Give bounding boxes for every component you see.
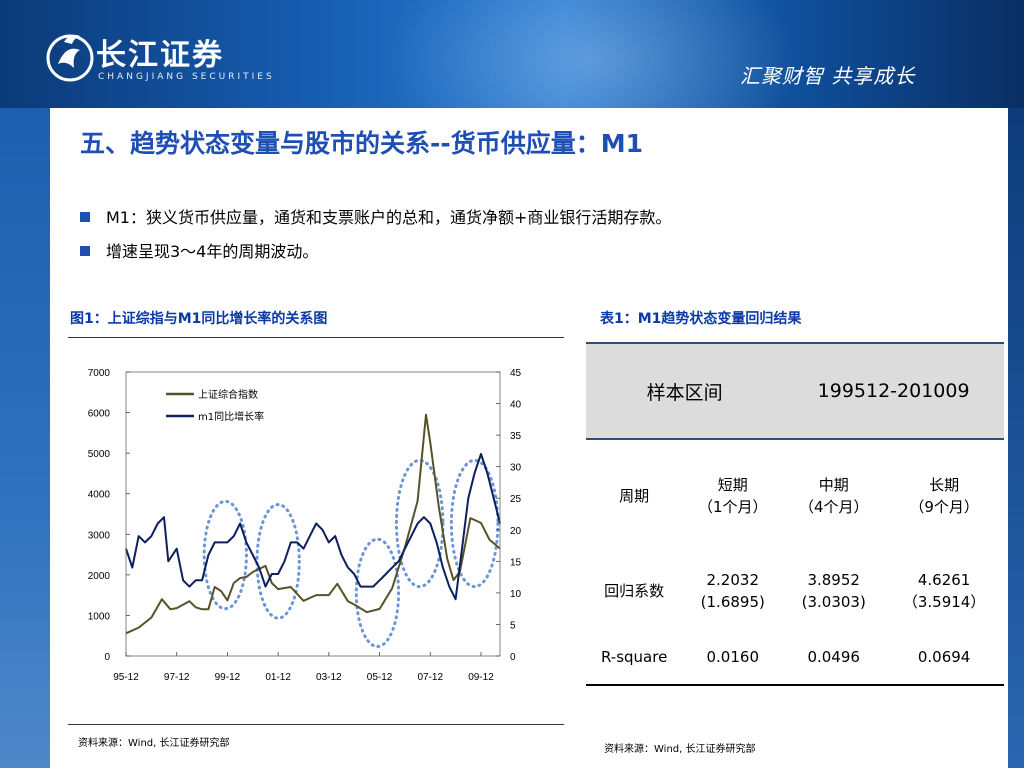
sample-period-value: 199512-201009 (783, 342, 1004, 440)
y-left-tick-label: 2000 (88, 571, 111, 582)
bullet-square-icon (80, 246, 90, 256)
x-tick-label: 97-12 (164, 672, 190, 683)
cycle-annotation-ellipse (202, 499, 248, 611)
y-right-tick-label: 5 (510, 620, 516, 631)
figure-caption: 图1：上证综指与M1同比增长率的关系图 (70, 311, 328, 327)
rsq-short: 0.0160 (682, 630, 784, 686)
rsq-mid: 0.0496 (783, 630, 885, 686)
chart-legend: 上证综合指数 m1同比增长率 (166, 388, 264, 423)
legend-label: m1同比增长率 (198, 410, 264, 423)
rsq-label: R-square (586, 630, 683, 686)
x-tick-label: 09-12 (468, 672, 494, 683)
figure-top-rule (68, 337, 564, 338)
x-tick-label: 05-12 (367, 672, 393, 683)
y-left-tick-label: 7000 (88, 368, 111, 379)
right-decor-strip (1008, 108, 1024, 768)
y-right-tick-label: 35 (510, 431, 522, 442)
cycle-annotation-ellipse (255, 503, 301, 620)
regression-table: 样本区间 199512-201009 周期 短期 （1个月） 中期 （4个月） 长期… (586, 342, 1004, 686)
table-row: 样本区间 199512-201009 (586, 342, 1004, 440)
x-tick-label: 03-12 (316, 672, 342, 683)
y-left-tick-label: 6000 (88, 409, 111, 420)
header-sheen (380, 0, 800, 108)
y-right-tick-label: 20 (510, 526, 522, 537)
bullet-item: 增速呈现3～4年的周期波动。 (80, 238, 318, 262)
y-left-tick-label: 3000 (88, 530, 111, 541)
chart-annotations (202, 458, 500, 649)
left-decor-strip (0, 108, 50, 768)
y-right-tick-label: 40 (510, 400, 522, 411)
bullet-text: M1：狭义货币供应量，通货和支票账户的总和，通货净额+商业银行活期存款。 (106, 208, 672, 227)
y-left-tick-label: 4000 (88, 490, 111, 501)
bullet-item: M1：狭义货币供应量，通货和支票账户的总和，通货净额+商业银行活期存款。 (80, 204, 671, 228)
y-right-tick-label: 30 (510, 463, 522, 474)
bullet-text: 增速呈现3～4年的周期波动。 (106, 242, 319, 261)
y-left-tick-label: 0 (104, 652, 110, 663)
period-short: 短期 （1个月） (697, 476, 768, 516)
bullet-square-icon (80, 212, 90, 222)
figure-source: 资料来源：Wind, 长江证券研究部 (78, 738, 230, 749)
company-name: 长江证券 (96, 38, 224, 73)
period-mid: 中期 （4个月） (798, 476, 869, 516)
cycle-annotation-ellipse (354, 537, 401, 649)
line-chart: 0 1000 2000 3000 4000 5000 6000 7000 0 5 10 15 20 25 3… (88, 368, 522, 683)
table-source: 资料来源：Wind, 长江证券研究部 (604, 744, 756, 755)
company-logo-icon (46, 34, 94, 82)
cycle-annotation-ellipse (449, 458, 500, 589)
coef-label: 回归系数 (604, 582, 665, 600)
y-right-tick-label: 45 (510, 368, 522, 379)
y-right-tick-label: 0 (510, 652, 516, 663)
x-tick-label: 07-12 (417, 672, 443, 683)
x-tick-label: 95-12 (113, 672, 139, 683)
y-left-tick-label: 5000 (88, 449, 111, 460)
x-tick-label: 99-12 (215, 672, 241, 683)
period-label: 周期 (619, 487, 650, 505)
y-left-tick-label: 1000 (88, 611, 111, 622)
table-row: R-square 0.0160 0.0496 0.0694 (586, 630, 1004, 686)
y-right-tick-label: 15 (510, 557, 522, 568)
slide-title: 五、趋势状态变量与股市的关系--货币供应量：M1 (80, 129, 644, 158)
table-row: 回归系数 2.2032 (1.6895) 3.8952 (3.0303) 4.626… (586, 552, 1004, 630)
company-subtitle: CHANGJIANG SECURITIES (98, 72, 275, 82)
sample-period-label: 样本区间 (586, 342, 784, 440)
series-line-m1 (125, 453, 501, 601)
coef-mid: 3.8952 (3.0303) (801, 571, 866, 611)
figure-bottom-rule (68, 724, 564, 725)
table-row: 周期 短期 （1个月） 中期 （4个月） 长期 （9个月） (586, 439, 1004, 552)
slide-header (0, 0, 1024, 108)
y-right-tick-label: 10 (510, 589, 522, 600)
slogan: 汇聚财智 共享成长 (740, 64, 916, 88)
cycle-annotation-ellipse (394, 458, 445, 589)
x-tick-label: 01-12 (265, 672, 291, 683)
table-caption: 表1：M1趋势状态变量回归结果 (600, 311, 802, 327)
chart-series (125, 413, 501, 635)
series-line-index (125, 413, 501, 635)
coef-short: 2.2032 (1.6895) (700, 571, 765, 611)
chart-axes: 0 1000 2000 3000 4000 5000 6000 7000 0 5 10 15 20 25 3… (88, 368, 522, 683)
y-right-tick-label: 25 (510, 494, 522, 505)
legend-label: 上证综合指数 (198, 388, 258, 401)
coef-long: 4.6261 （3.5914） (902, 571, 986, 611)
plot-frame (125, 371, 501, 657)
rsq-long: 0.0694 (884, 630, 1004, 686)
period-long: 长期 （9个月） (909, 476, 979, 516)
